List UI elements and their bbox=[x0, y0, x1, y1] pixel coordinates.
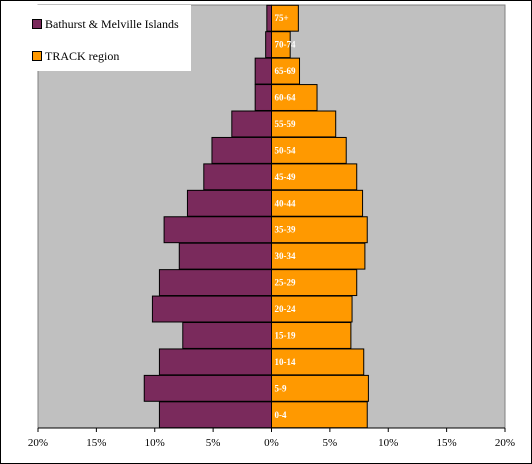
x-tick-label: 15% bbox=[437, 437, 457, 449]
bar-track-5-9 bbox=[271, 374, 369, 402]
age-label-30-34: 30-34 bbox=[275, 251, 296, 261]
bar-track-25-29 bbox=[271, 269, 358, 297]
x-tick-label: 0% bbox=[264, 437, 279, 449]
x-tick-label: 15% bbox=[86, 437, 106, 449]
age-labels-group: 0-4 5-9 10-14 15-19 20-24 25-29 30-34 35-39 40-4… bbox=[275, 13, 296, 420]
bar-bathurst-10-14 bbox=[158, 348, 272, 376]
bar-bathurst-35-39 bbox=[163, 216, 272, 244]
age-label-25-29: 25-29 bbox=[275, 278, 296, 288]
age-label-65-69: 65-69 bbox=[275, 66, 296, 76]
bar-track-65-69 bbox=[271, 57, 301, 85]
legend-label-track: TRACK region bbox=[45, 48, 120, 63]
bar-track-55-59 bbox=[271, 110, 337, 138]
bar-bathurst-40-44 bbox=[186, 189, 272, 217]
bar-track-10-14 bbox=[271, 348, 365, 376]
legend-item-track: TRACK region bbox=[32, 49, 119, 63]
bars-group bbox=[143, 4, 369, 429]
bar-bathurst-60-64 bbox=[254, 84, 272, 111]
age-label-35-39: 35-39 bbox=[275, 225, 296, 235]
bar-bathurst-20-24 bbox=[151, 295, 272, 323]
bar-bathurst-25-29 bbox=[158, 269, 272, 297]
bar-track-20-24 bbox=[271, 295, 353, 323]
bar-track-50-54 bbox=[271, 136, 347, 164]
x-ticks-group: 20% 15% 10% 5% 0% 5% 10% 15% 20% bbox=[28, 428, 515, 449]
legend-swatch-bathurst bbox=[32, 19, 42, 29]
bar-bathurst-0-4 bbox=[158, 401, 272, 429]
bar-track-30-34 bbox=[271, 242, 366, 270]
bar-bathurst-65-69 bbox=[254, 57, 272, 85]
legend-label-bathurst: Bathurst & Melville Islands bbox=[45, 16, 179, 31]
bar-bathurst-5-9 bbox=[143, 374, 272, 402]
bar-track-45-49 bbox=[271, 163, 358, 191]
bar-bathurst-30-34 bbox=[178, 242, 272, 270]
age-label-70-74: 70-74 bbox=[275, 40, 296, 50]
legend: Bathurst & Melville Islands TRACK region bbox=[25, 5, 191, 71]
x-tick-label: 10% bbox=[378, 437, 398, 449]
x-tick-label: 20% bbox=[28, 437, 48, 449]
bar-bathurst-75+ bbox=[266, 4, 272, 32]
age-label-15-19: 15-19 bbox=[275, 330, 296, 340]
bar-bathurst-45-49 bbox=[203, 163, 272, 191]
bar-bathurst-50-54 bbox=[211, 136, 273, 164]
age-label-60-64: 60-64 bbox=[275, 93, 296, 103]
bar-bathurst-55-59 bbox=[231, 110, 272, 138]
age-label-5-9: 5-9 bbox=[275, 383, 287, 393]
age-label-75+: 75+ bbox=[275, 13, 289, 23]
age-label-50-54: 50-54 bbox=[275, 145, 296, 155]
bar-track-75+ bbox=[271, 4, 299, 32]
bar-track-40-44 bbox=[271, 189, 364, 217]
bar-track-35-39 bbox=[271, 216, 368, 244]
age-label-10-14: 10-14 bbox=[275, 357, 296, 367]
x-tick-label: 5% bbox=[323, 437, 338, 449]
age-label-55-59: 55-59 bbox=[275, 119, 296, 129]
bar-bathurst-70-74 bbox=[265, 31, 273, 59]
bar-track-70-74 bbox=[271, 31, 291, 59]
x-tick-label: 5% bbox=[206, 437, 221, 449]
age-label-45-49: 45-49 bbox=[275, 172, 296, 182]
bar-track-60-64 bbox=[271, 84, 318, 111]
age-label-40-44: 40-44 bbox=[275, 198, 296, 208]
x-tick-label: 10% bbox=[145, 437, 165, 449]
bar-track-0-4 bbox=[271, 401, 368, 429]
x-tick-label: 20% bbox=[495, 437, 515, 449]
bar-bathurst-15-19 bbox=[182, 322, 273, 349]
bar-track-15-19 bbox=[271, 322, 352, 349]
legend-item-bathurst: Bathurst & Melville Islands bbox=[32, 17, 179, 31]
age-label-0-4: 0-4 bbox=[275, 410, 287, 420]
age-label-20-24: 20-24 bbox=[275, 304, 296, 314]
legend-swatch-track bbox=[32, 51, 42, 61]
